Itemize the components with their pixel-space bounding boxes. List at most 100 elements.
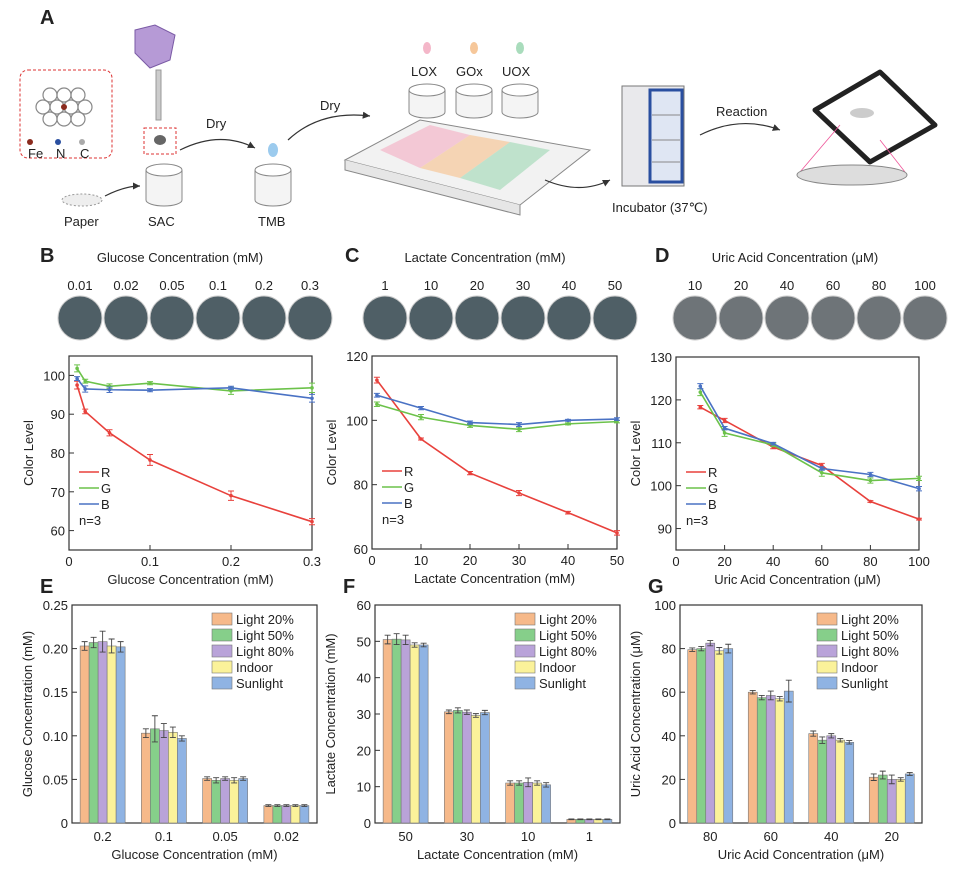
error-bar: [445, 709, 452, 715]
bar: [211, 779, 221, 824]
error-bar: [819, 736, 826, 744]
plot-frame: [71, 604, 318, 824]
x-tick-label: 50: [398, 829, 412, 844]
error-bar: [785, 679, 792, 703]
y-tick-label: 120: [650, 393, 672, 408]
y-tick-label: 0.25: [43, 598, 68, 613]
strip-panel-c: C Lactate Concentration (mM) 1 10 20 30 40 50: [345, 245, 638, 341]
series-line: [76, 367, 313, 392]
data-point: [517, 427, 521, 432]
data-point: [375, 393, 379, 398]
strip-panel-d: D Uric Acid Concentration (μM) 10 20 40 60 80 1…: [655, 245, 948, 341]
legend-label: Sunlight: [236, 676, 283, 691]
legend-label: Light 50%: [236, 628, 294, 643]
x-tick-label: 80: [863, 554, 877, 569]
bar: [106, 645, 117, 824]
error-bar: [534, 780, 541, 786]
y-tick-label: 60: [354, 542, 368, 557]
x-tick-label: 10: [414, 553, 428, 568]
error-bar: [117, 641, 124, 653]
strip-value: 60: [826, 278, 840, 293]
data-point: [698, 405, 703, 409]
y-tick-label: 110: [651, 436, 672, 451]
data-point: [229, 493, 233, 498]
sac-vial-icon: SAC: [145, 163, 183, 229]
atom-n: N: [56, 146, 65, 161]
panel-label: D: [655, 245, 669, 267]
bar: [159, 730, 169, 824]
y-tick-label: 100: [346, 413, 368, 428]
tmb-vial-icon: TMB: [254, 143, 292, 229]
legend-swatch: [514, 628, 536, 642]
x-tick-label: 0: [672, 554, 679, 569]
bar: [471, 715, 481, 824]
data-point: [615, 417, 619, 421]
x-tick-label: 10: [521, 829, 535, 844]
strip-value: 0.2: [255, 278, 273, 293]
legend-swatch: [514, 612, 536, 626]
x-tick-label: 0.3: [303, 554, 321, 569]
error-bar: [178, 735, 185, 742]
x-tick-label: 0.1: [141, 554, 159, 569]
y-tick-label: 0: [61, 816, 68, 831]
legend-label: B: [101, 497, 110, 512]
bar: [817, 739, 828, 824]
error-bar: [160, 723, 167, 738]
data-point: [615, 531, 619, 535]
error-bar: [81, 641, 88, 651]
x-axis-label: Uric Acid Concentration (μM): [714, 572, 880, 587]
series-line: [76, 378, 313, 400]
paper-spot: [241, 295, 287, 341]
legend-note: n=3: [79, 513, 101, 528]
error-bar: [231, 777, 238, 784]
error-bar: [516, 780, 523, 786]
label-tmb: TMB: [258, 214, 285, 229]
y-tick-label: 100: [43, 368, 65, 383]
error-bar: [301, 804, 308, 807]
data-point: [419, 415, 423, 419]
series-r: [373, 376, 620, 536]
data-point: [310, 386, 314, 390]
data-point: [868, 499, 873, 504]
bar: [696, 648, 707, 824]
y-tick-label: 100: [650, 479, 672, 494]
strip-value: 10: [688, 278, 702, 293]
y-tick-label: 70: [51, 485, 65, 500]
y-tick-label: 60: [51, 524, 65, 539]
error-bar: [776, 696, 783, 702]
legend-label: Indoor: [539, 660, 577, 675]
legend-label: B: [708, 497, 717, 512]
y-tick-label: 0.20: [43, 642, 68, 657]
bar: [783, 690, 794, 824]
y-tick-label: 40: [662, 729, 676, 744]
legend-label: G: [708, 481, 718, 496]
panel-label: B: [40, 245, 54, 267]
strip-panel-b: B Glucose Concentration (mM) 0.01 0.02 0.05 0…: [40, 245, 333, 341]
strip-value: 20: [470, 278, 484, 293]
label-uox: UOX: [502, 64, 531, 79]
error-bar: [265, 804, 272, 807]
error-bar: [846, 740, 853, 745]
bar: [290, 805, 301, 824]
data-point: [310, 519, 314, 524]
bar: [514, 782, 524, 824]
bar: [765, 695, 776, 824]
bar: [687, 649, 698, 824]
paper-spot: [195, 295, 241, 341]
series-r: [74, 380, 315, 526]
strip-value: 40: [562, 278, 576, 293]
legend-label: Light 80%: [841, 644, 899, 659]
error-bar: [870, 773, 877, 781]
data-point: [75, 383, 79, 387]
error-bar: [393, 633, 400, 646]
atom-fe: Fe: [28, 146, 43, 161]
error-bar: [595, 818, 602, 821]
bar: [532, 782, 542, 824]
data-point: [75, 366, 79, 371]
panel-label: G: [648, 576, 664, 598]
bar: [747, 691, 758, 824]
data-point: [698, 390, 703, 394]
data-point: [722, 418, 727, 423]
